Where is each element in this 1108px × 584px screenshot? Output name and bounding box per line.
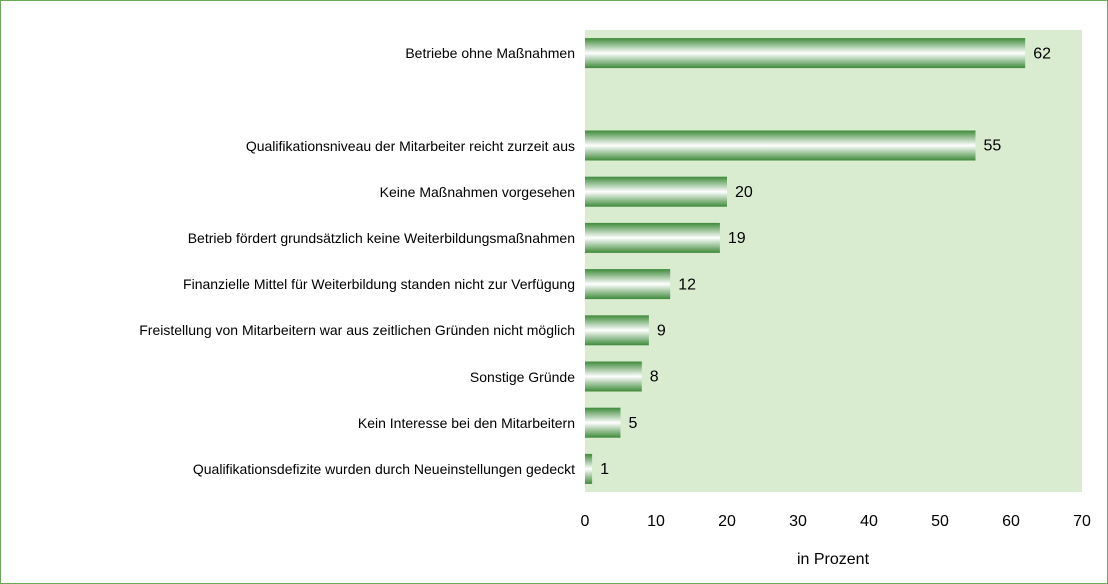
x-tick-label: 50 [931, 513, 949, 530]
y-tick-label: Qualifikationsdefizite wurden durch Neue… [192, 460, 575, 477]
x-tick-label: 40 [860, 513, 878, 530]
x-axis-title: in Prozent [797, 551, 870, 568]
y-tick-label: Betrieb fördert grundsätzlich keine Weit… [187, 229, 575, 246]
bar [585, 315, 649, 346]
x-tick-label: 0 [581, 513, 590, 530]
value-label: 19 [728, 230, 746, 247]
value-label: 12 [678, 276, 696, 293]
y-tick-label: Betriebe ohne Maßnahmen [405, 45, 575, 62]
bar [585, 176, 727, 207]
y-tick-label: Freistellung von Mitarbeitern war aus ze… [139, 322, 575, 339]
bar [585, 130, 976, 161]
y-tick-label: Qualifikationsniveau der Mitarbeiter rei… [245, 137, 575, 154]
x-tick-label: 30 [789, 513, 807, 530]
value-label: 9 [657, 323, 666, 340]
x-tick-label: 70 [1073, 513, 1091, 530]
y-tick-label: Finanzielle Mittel für Weiterbildung sta… [183, 276, 575, 293]
x-tick-label: 60 [1002, 513, 1020, 530]
y-tick-label: Kein Interesse bei den Mitarbeitern [357, 414, 575, 431]
bar [585, 407, 621, 438]
y-tick-label: Keine Maßnahmen vorgesehen [379, 183, 575, 200]
bar [585, 453, 593, 484]
bar [585, 38, 1026, 69]
value-label: 8 [650, 369, 659, 386]
value-label: 55 [984, 138, 1002, 155]
value-label: 20 [735, 184, 753, 201]
plot-area [585, 30, 1082, 492]
bar [585, 269, 671, 300]
x-tick-label: 10 [647, 513, 665, 530]
x-tick-label: 20 [718, 513, 736, 530]
y-tick-label: Sonstige Gründe [469, 368, 575, 385]
bar [585, 222, 720, 253]
value-label: 5 [629, 415, 638, 432]
bar [585, 361, 642, 392]
value-label: 1 [600, 461, 609, 478]
value-label: 62 [1033, 45, 1051, 62]
